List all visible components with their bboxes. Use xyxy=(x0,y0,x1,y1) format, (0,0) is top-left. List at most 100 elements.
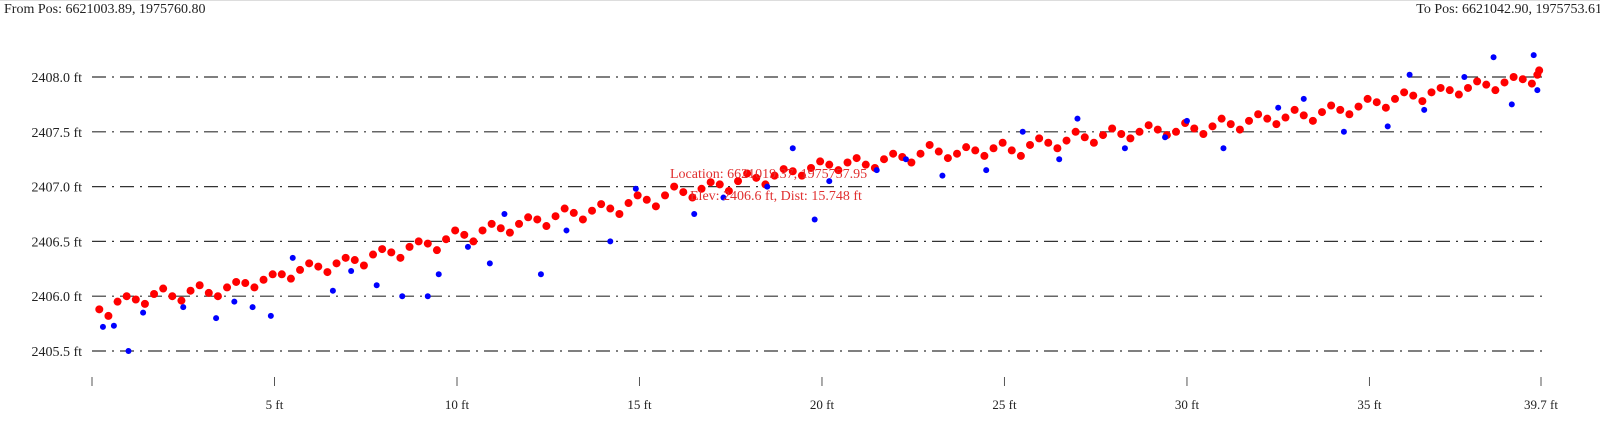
data-point xyxy=(902,156,909,163)
data-point xyxy=(1217,114,1226,123)
data-point xyxy=(980,151,989,160)
data-point xyxy=(177,296,186,305)
data-point xyxy=(688,193,697,202)
data-point xyxy=(1135,127,1144,136)
data-point xyxy=(764,183,771,190)
data-point xyxy=(624,199,633,208)
data-point xyxy=(632,185,639,192)
data-point xyxy=(1117,129,1126,138)
data-point xyxy=(414,237,423,246)
data-point xyxy=(916,149,925,158)
data-point xyxy=(615,210,624,218)
data-point xyxy=(277,270,286,279)
data-point xyxy=(140,309,147,316)
data-point xyxy=(469,237,478,246)
data-point xyxy=(329,287,336,294)
x-tick-label: 30 ft xyxy=(1175,397,1200,412)
data-point xyxy=(797,171,806,180)
data-point xyxy=(816,157,825,166)
data-point xyxy=(1372,98,1381,107)
y-tick-label: 2407.5 ft xyxy=(31,126,82,141)
data-point xyxy=(861,160,870,169)
data-point xyxy=(259,275,268,284)
data-point xyxy=(150,290,159,299)
data-point xyxy=(1153,125,1162,134)
data-point xyxy=(140,299,149,308)
data-point xyxy=(1026,140,1035,149)
data-point xyxy=(305,259,314,268)
data-point xyxy=(348,267,355,274)
data-point xyxy=(369,250,378,259)
data-point xyxy=(1226,120,1235,129)
data-point xyxy=(880,155,889,164)
data-point xyxy=(1509,73,1518,81)
data-point xyxy=(989,144,998,153)
data-point xyxy=(231,298,238,305)
data-point xyxy=(180,304,187,311)
series-blue-points xyxy=(99,52,1541,354)
data-point xyxy=(267,312,274,319)
data-point xyxy=(1183,117,1190,124)
data-point xyxy=(323,268,332,277)
data-point xyxy=(1381,103,1390,112)
data-point xyxy=(378,245,387,254)
data-point xyxy=(1126,134,1135,143)
data-point xyxy=(551,212,560,221)
data-point xyxy=(1318,108,1327,117)
data-point xyxy=(486,260,493,267)
data-point xyxy=(679,188,688,197)
data-point xyxy=(1162,134,1169,141)
data-point xyxy=(460,230,469,239)
series-red-points xyxy=(95,66,1544,320)
data-point xyxy=(1044,138,1053,147)
y-tick-label: 2406.0 ft xyxy=(31,290,82,305)
data-point xyxy=(186,286,195,295)
data-point xyxy=(515,219,524,228)
data-point xyxy=(1071,127,1080,136)
data-point xyxy=(939,172,946,179)
data-point xyxy=(661,191,670,200)
data-point xyxy=(387,248,396,257)
data-point xyxy=(1035,134,1044,143)
data-point xyxy=(213,315,220,322)
data-point xyxy=(122,292,131,301)
data-point xyxy=(1534,87,1541,94)
data-point xyxy=(642,195,651,204)
data-point xyxy=(1220,145,1227,152)
data-point xyxy=(314,262,323,271)
data-point xyxy=(706,178,715,187)
data-point xyxy=(350,256,359,265)
data-point xyxy=(1190,124,1199,133)
data-point xyxy=(1290,105,1299,114)
data-point xyxy=(1482,80,1491,89)
data-point xyxy=(752,173,761,182)
annotation-elev-dist: Elev: 2406.6 ft, Dist: 15.748 ft xyxy=(690,189,862,204)
data-point xyxy=(1384,123,1391,130)
data-point xyxy=(578,215,587,224)
data-point xyxy=(1121,145,1128,152)
data-point xyxy=(423,239,432,248)
data-point xyxy=(588,206,597,215)
data-point xyxy=(560,204,569,213)
data-point xyxy=(204,288,213,297)
data-point xyxy=(825,160,834,169)
x-tick-label: 5 ft xyxy=(266,397,284,412)
data-point xyxy=(113,297,122,306)
data-point xyxy=(542,222,551,231)
y-axis: 2405.5 ft 2406.0 ft 2406.5 ft 2407.0 ft 2407… xyxy=(31,71,82,360)
data-point xyxy=(697,184,706,193)
x-tick-label: 15 ft xyxy=(627,397,652,412)
data-point xyxy=(807,163,816,172)
data-point xyxy=(424,293,431,300)
data-point xyxy=(341,253,350,262)
data-point xyxy=(1391,94,1400,103)
data-point xyxy=(1490,54,1497,61)
data-point xyxy=(811,216,818,223)
data-point xyxy=(1336,105,1345,114)
data-point xyxy=(464,243,471,250)
data-point xyxy=(873,167,880,174)
data-points xyxy=(95,52,1544,354)
data-point xyxy=(249,304,256,311)
data-point xyxy=(1527,79,1536,88)
